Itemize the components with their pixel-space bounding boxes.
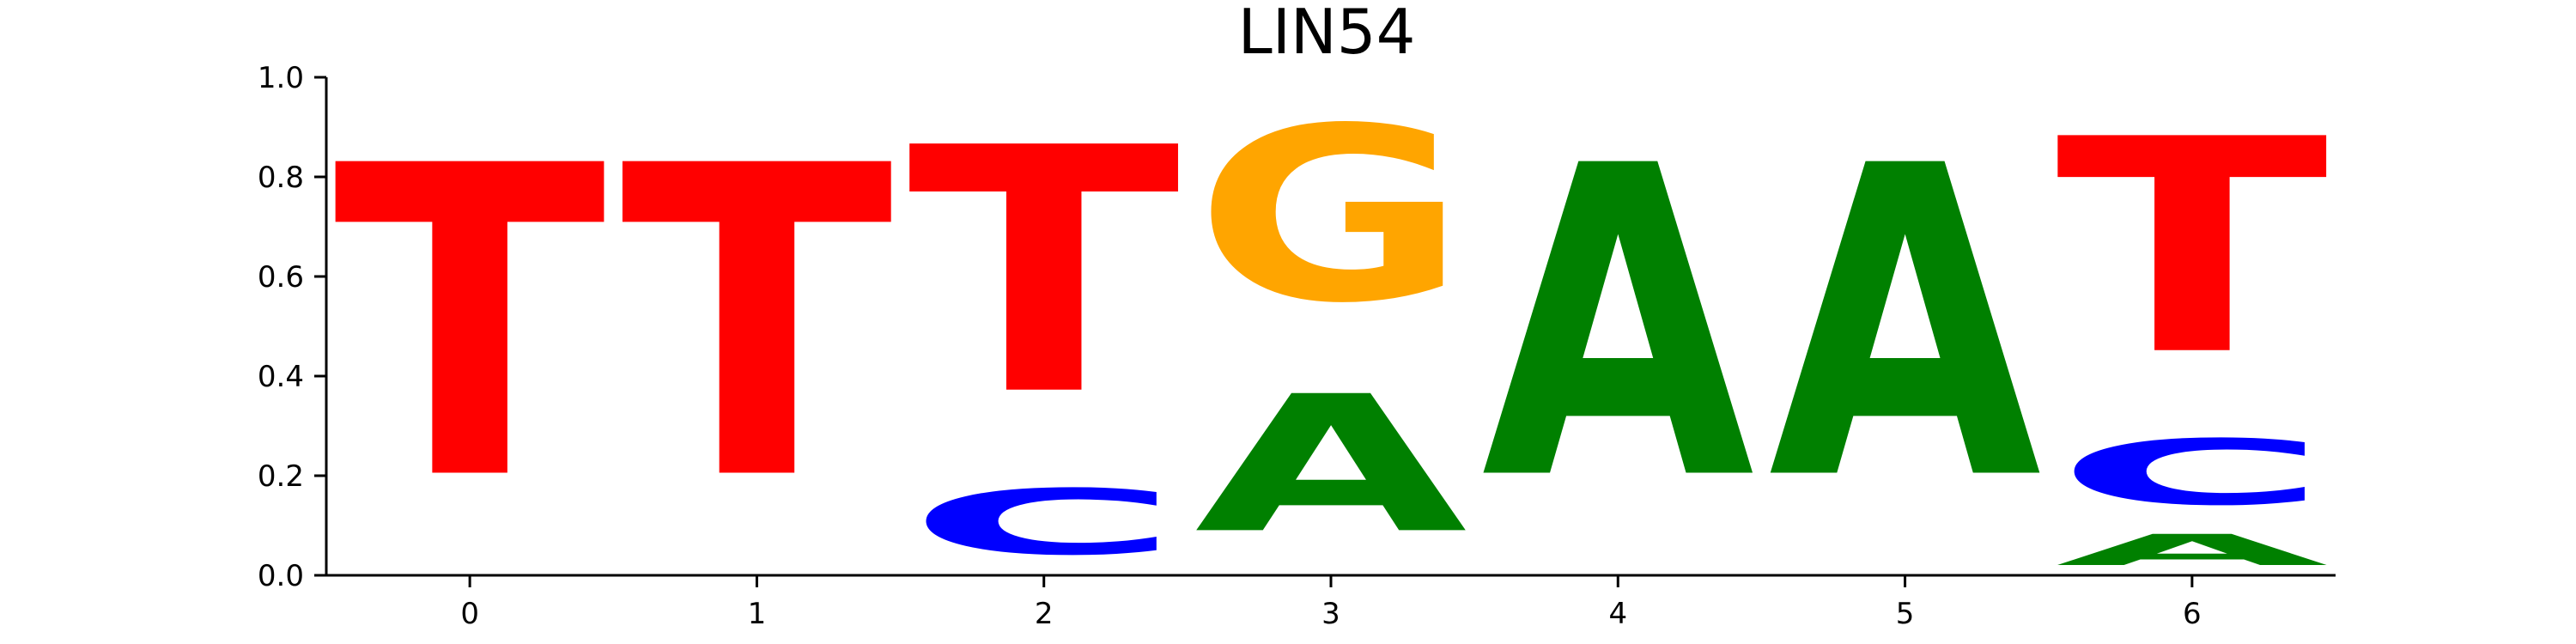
logo-letter-a: A xyxy=(1769,76,2044,574)
y-tick-label: 0.0 xyxy=(258,559,304,593)
x-tick-label: 6 xyxy=(2183,597,2202,631)
logo-letter-t: T xyxy=(621,76,896,574)
x-tick-label: 5 xyxy=(1896,597,1915,631)
logo-letter-g: G xyxy=(1194,76,1467,355)
chart-title: LIN54 xyxy=(1238,0,1416,68)
y-tick-label: 0.6 xyxy=(258,260,304,295)
x-tick-label: 4 xyxy=(1608,597,1627,631)
x-tick-label: 0 xyxy=(460,597,479,631)
logo-letter-t: T xyxy=(908,76,1182,470)
logo-letter-a: A xyxy=(2056,526,2331,575)
x-tick-label: 3 xyxy=(1321,597,1340,631)
y-tick-label: 0.4 xyxy=(258,360,304,394)
logo-letter-a: A xyxy=(1194,355,1470,574)
axes: 0.0 0.2 0.4 0.6 0.8 1.0 0 1 2 3 4 5 6 xyxy=(258,61,2336,631)
logo-letter-c: C xyxy=(2056,421,2329,526)
logo-letter-t: T xyxy=(2056,77,2330,421)
logo-letter-a: A xyxy=(1482,76,1758,574)
logo-letter-c: C xyxy=(908,471,1181,575)
logo-letter-t: T xyxy=(333,76,608,574)
y-tick-label: 1.0 xyxy=(258,61,304,95)
letter-stacks: T T CT AG A A ACT xyxy=(333,76,2330,575)
y-tick-label: 0.8 xyxy=(258,161,304,195)
y-tick-label: 0.2 xyxy=(258,459,304,494)
x-tick-label: 2 xyxy=(1035,597,1054,631)
x-tick-label: 1 xyxy=(748,597,767,631)
